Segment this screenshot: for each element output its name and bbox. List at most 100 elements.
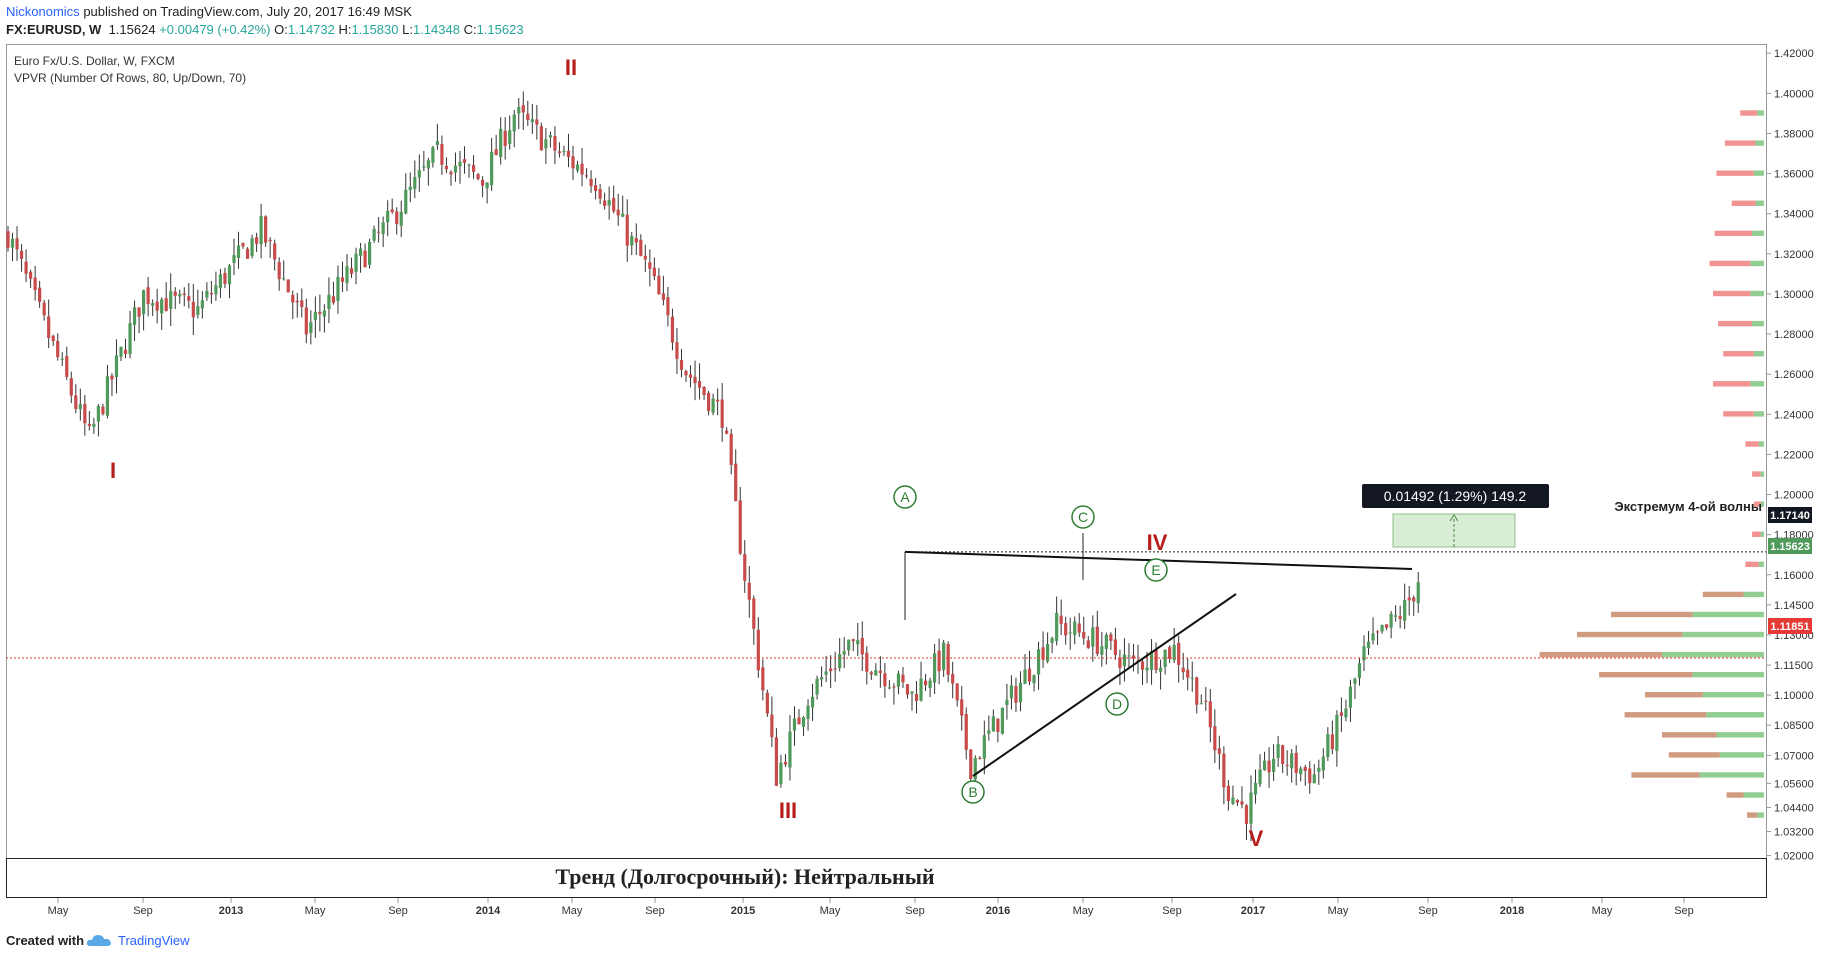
candle-down [1168, 647, 1172, 659]
candle-down [255, 237, 259, 244]
vp-bar-up [1750, 260, 1764, 267]
price-tick-label: 1.40000 [1774, 88, 1814, 100]
candle-up [10, 238, 15, 248]
candle-down [937, 650, 941, 672]
candle-up [119, 346, 123, 357]
candle-up [1357, 663, 1362, 679]
candle-up [1317, 767, 1321, 772]
candle-up [358, 248, 363, 257]
candle-down [42, 302, 46, 316]
candle-down [589, 178, 593, 187]
vp-bar-down [1611, 611, 1693, 618]
price-tick-label: 1.08500 [1774, 720, 1814, 732]
vp-bar-up [1743, 792, 1764, 798]
vp-bar-down [1724, 140, 1756, 146]
candle-down [978, 757, 982, 760]
time-tick-label: May [1592, 905, 1613, 917]
symbol-label: FX:EURUSD, W [6, 22, 102, 37]
time-tick-label: 2013 [219, 905, 243, 917]
candle-up [842, 651, 846, 655]
candle-up [205, 290, 209, 298]
candle-up [60, 358, 64, 360]
candle-up [1199, 703, 1203, 705]
candle-down [295, 300, 299, 303]
time-tick-label: Sep [1674, 905, 1694, 917]
candle-down [349, 268, 354, 274]
candle-down [752, 598, 756, 629]
time-tick-label: May [305, 905, 326, 917]
candles [6, 91, 1420, 842]
vp-bar-down [1599, 671, 1693, 678]
price-tick-label: 1.30000 [1774, 289, 1814, 301]
candle-down [679, 359, 684, 370]
candle-down [395, 211, 399, 225]
candle-down [1294, 752, 1298, 774]
candle-down [774, 737, 778, 786]
price-tick-label: 1.03200 [1774, 827, 1814, 839]
wave-circle-d [1105, 692, 1129, 716]
tradingview-brand-link[interactable]: TradingView [118, 933, 190, 948]
candle-up [824, 671, 828, 675]
candle-down [639, 239, 643, 256]
candle-down [1095, 626, 1099, 654]
candle-up [386, 210, 390, 223]
price-tick-label: 1.07000 [1774, 750, 1814, 762]
candle-up [372, 228, 376, 241]
tradingview-cloud-icon[interactable] [86, 932, 112, 948]
vp-bar-down [1731, 200, 1756, 206]
candle-up [1145, 667, 1149, 671]
candle-down [697, 381, 702, 388]
vp-bar-up [1753, 351, 1764, 357]
vp-bar-up [1702, 692, 1764, 698]
candle-up [1389, 613, 1393, 628]
vp-bar-down [1718, 320, 1753, 327]
time-tick-label: 2014 [476, 905, 501, 917]
candle-down [38, 287, 42, 302]
candle-down [1235, 800, 1240, 803]
time-tick-label: Sep [133, 905, 153, 917]
vp-bar-down [1577, 631, 1683, 638]
candle-up [1000, 707, 1004, 734]
measure-label-bg[interactable] [1362, 484, 1549, 508]
candle-up [607, 200, 611, 206]
time-tick-label: Sep [645, 905, 665, 917]
candle-up [200, 300, 204, 309]
candle-up [1394, 615, 1398, 617]
candle-down [191, 301, 195, 318]
candle-down [743, 554, 747, 581]
candle-down [955, 683, 959, 701]
candle-up [1190, 677, 1194, 679]
candle-down [444, 165, 449, 170]
vp-bar-down [1709, 260, 1751, 267]
candle-up [196, 306, 200, 315]
author-link[interactable]: Nickonomics [6, 4, 80, 19]
vp-bar-up [1758, 561, 1764, 568]
candle-up [1018, 682, 1023, 703]
candle-down [883, 673, 887, 687]
price-tick-label: 1.42000 [1774, 48, 1814, 60]
candle-down [1082, 631, 1086, 639]
candle-down [1281, 745, 1285, 765]
candle-down [65, 356, 69, 377]
candle-up [1036, 649, 1041, 675]
candle-down [616, 209, 620, 216]
candle-down [15, 238, 19, 250]
candle-down [688, 374, 693, 378]
publish-info: published on TradingView.com, July 20, 2… [83, 4, 412, 19]
candle-down [901, 674, 905, 683]
candle-down [146, 287, 150, 305]
candle-down [829, 668, 833, 672]
axes: 1.42000 1.40000 1.38000 1.36000 1.34000 1.320… [48, 48, 1814, 917]
candle-down [1285, 764, 1289, 767]
candle-up [1326, 734, 1330, 758]
candle-up [1366, 641, 1371, 649]
candle-up [142, 290, 146, 315]
candle-down [783, 761, 788, 765]
candle-up [232, 255, 236, 263]
candle-down [304, 307, 308, 335]
candle-down [1208, 701, 1212, 728]
created-with-label: Created with [6, 933, 85, 948]
wave-label-i: I [110, 458, 116, 483]
